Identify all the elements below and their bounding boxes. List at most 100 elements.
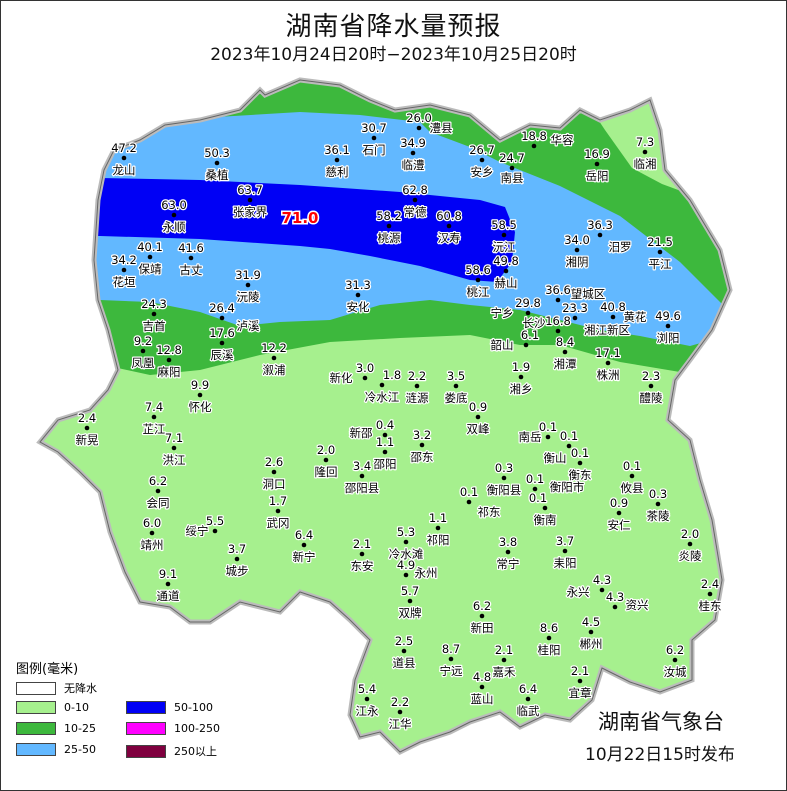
station-name: 望城区 [571, 287, 606, 301]
station-value: 4.5 [582, 615, 600, 629]
station-dot [359, 551, 365, 557]
station: 21.5 平江 [646, 234, 674, 273]
station-value: 5.5 [206, 514, 224, 528]
station: 63.7 张家界 [232, 182, 269, 221]
station: 30.7 石门 [360, 120, 388, 159]
station-name: 宜章 [569, 686, 592, 700]
station-dot [503, 268, 509, 274]
station-name: 邵阳 [374, 457, 397, 471]
station-name: 岳阳 [586, 169, 609, 183]
station-value: 6.4 [519, 682, 537, 696]
station: 4.9永州 [396, 557, 439, 582]
station-name: 靖州 [141, 538, 164, 552]
legend-label: 250以上 [174, 745, 217, 758]
station: 58.2 桃源 [375, 208, 403, 247]
legend-item: 0-10 [16, 701, 89, 714]
station-dot [574, 247, 580, 253]
station-dot [410, 150, 416, 156]
station-value: 1.1 [429, 511, 447, 525]
station-name: 临湘 [634, 157, 657, 171]
station-dot [610, 314, 616, 320]
station-value: 5.7 [401, 584, 419, 598]
station-name: 临澧 [402, 158, 425, 172]
station-name: 永州 [415, 566, 438, 580]
station-dot [397, 709, 403, 715]
station-name: 冷水滩 [389, 547, 424, 561]
station: 0.3 衡阳县 [486, 460, 523, 499]
station-dot [155, 488, 161, 494]
station: 5.4 江永 [354, 681, 380, 720]
station-value: 5.4 [358, 682, 376, 696]
station-value: 4.8 [473, 670, 491, 684]
station-value: 34.0 [564, 233, 590, 247]
station-name: 麻阳 [158, 365, 181, 379]
station: 49.6 浏阳 [654, 308, 682, 347]
station-value: 9.1 [159, 567, 177, 581]
station-value: 3.2 [413, 428, 431, 442]
station-dot [542, 505, 548, 511]
station-dot [171, 212, 177, 218]
station-value: 2.4 [701, 577, 719, 591]
station-dot [612, 604, 618, 610]
station-name: 邵东 [411, 450, 434, 464]
station-name: 湘乡 [510, 382, 533, 396]
legend-swatch [126, 701, 166, 714]
station-value: 30.7 [361, 121, 387, 135]
station: 2.1 宜章 [567, 663, 593, 702]
station: 6.2 会同 [145, 473, 171, 512]
station: 34.9 临澧 [399, 135, 427, 174]
station: 0.9 安仁 [606, 495, 632, 534]
station-dot [642, 149, 648, 155]
station-dot [412, 197, 418, 203]
station: 0.3 茶陵 [645, 486, 671, 525]
map-subtitle: 2023年10月24日20时−2023年10月25日20时 [210, 45, 577, 65]
station-dot [648, 383, 654, 389]
station: 31.9 沅陵 [234, 267, 262, 306]
station-value: 8.7 [442, 642, 460, 656]
station-value: 0.9 [469, 400, 487, 414]
station-value: 0.4 [376, 418, 394, 432]
station-name: 会同 [147, 496, 170, 510]
station-dot [475, 277, 481, 283]
station: 7.1 洪江 [161, 430, 187, 469]
station-name: 辰溪 [211, 348, 234, 362]
station-value: 12.2 [261, 341, 287, 355]
station-value: 0.1 [529, 491, 547, 505]
legend-label: 无降水 [64, 682, 97, 695]
station-name: 赫山 [495, 276, 518, 290]
station: 62.8 常德 [401, 182, 429, 221]
station-name: 蓝山 [471, 692, 494, 706]
station: 8.7 宁远 [438, 641, 464, 680]
legend-item: 100-250 [126, 722, 220, 735]
station: 6.4 临武 [515, 681, 541, 720]
station-value: 0.1 [460, 485, 478, 499]
station-value: 0.1 [526, 472, 544, 486]
station-name: 嘉禾 [493, 665, 516, 679]
station-value: 0.1 [539, 420, 557, 434]
station: 29.8宁乡 [489, 295, 542, 322]
station-name: 邵阳县 [345, 481, 380, 495]
station-value: 58.2 [376, 209, 402, 223]
station: 58.6 桃江 [464, 262, 492, 301]
station-dot [140, 348, 146, 354]
station-dot [382, 432, 388, 438]
station-name: 凤凰 [132, 356, 155, 370]
station-dot [355, 292, 361, 298]
station: 4.3资兴 [605, 589, 650, 614]
station-value: 21.5 [647, 235, 673, 249]
station-dot [523, 342, 529, 348]
station-value: 4.9 [397, 558, 415, 572]
station: 1.9 湘乡 [508, 359, 534, 398]
station-value: 0.3 [495, 461, 513, 475]
station-value: 63.7 [237, 183, 263, 197]
station-value: 23.3 [562, 301, 588, 315]
legend-swatch [16, 743, 56, 756]
station-dot [545, 434, 551, 440]
station-name: 湘阴 [566, 255, 589, 269]
station: 12.2 溆浦 [260, 340, 288, 379]
issue-time: 10月22日15时发布 [585, 745, 735, 765]
station: 49.8 赫山 [492, 253, 520, 292]
station-name: 通道 [157, 589, 180, 603]
station-value: 36.1 [324, 143, 350, 157]
legend-title: 图例(毫米) [16, 662, 79, 677]
